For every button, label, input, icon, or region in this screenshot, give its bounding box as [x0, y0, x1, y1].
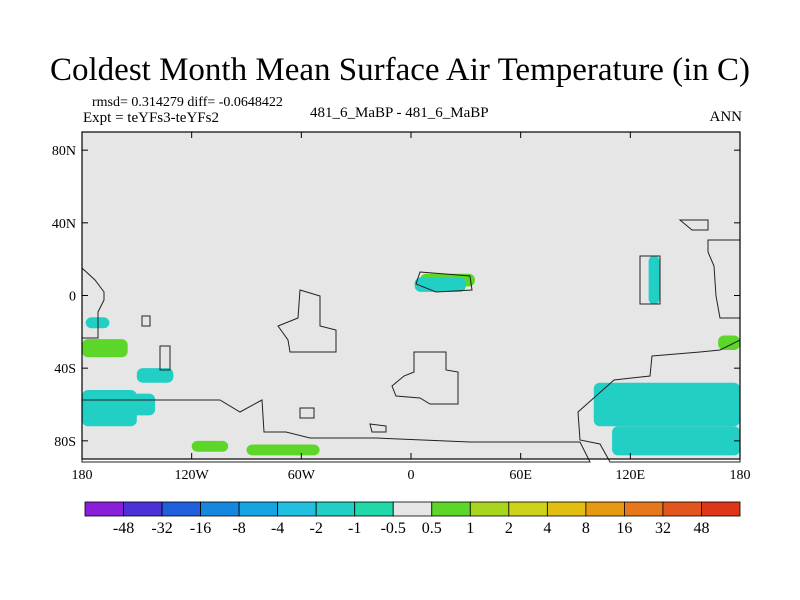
colorbar-label: 8 — [582, 520, 590, 537]
y-tick-label: 0 — [69, 290, 76, 305]
region-africa-cold — [414, 277, 466, 292]
chart-title: Coldest Month Mean Surface Air Temperatu… — [50, 52, 750, 88]
x-tick-label: 180 — [730, 468, 751, 483]
colorbar-label: 16 — [616, 520, 632, 537]
colorbar-swatch — [662, 501, 702, 517]
x-tick-label: 60E — [509, 468, 532, 483]
colorbar-swatch — [392, 501, 433, 517]
colorbar-swatch — [277, 501, 317, 517]
colorbar-label: 32 — [655, 520, 671, 537]
colorbar-label: -48 — [113, 520, 134, 537]
colorbar-label: 48 — [693, 520, 709, 537]
y-tick-label: 40N — [52, 217, 76, 232]
region-antarctic-warm-2 — [246, 444, 320, 456]
region-antarctic-warm-1 — [191, 440, 229, 452]
colorbar-swatch — [238, 501, 279, 517]
x-tick-label: 120W — [175, 468, 210, 483]
region-australia-warm — [718, 335, 740, 350]
x-tick-label: 60W — [288, 468, 316, 483]
y-axis: 80N 40N 0 40S 80S — [52, 144, 740, 450]
anomaly-regions — [82, 255, 740, 456]
colorbar-label: 4 — [543, 520, 551, 537]
colorbar-label: -32 — [151, 520, 172, 537]
colorbar-swatch — [701, 501, 741, 517]
colorbar-label: -2 — [310, 520, 323, 537]
region-pacific-island-warm — [82, 339, 128, 358]
region-south-pacific-west-2 — [82, 393, 156, 416]
colorbar-label: 2 — [505, 520, 513, 537]
x-tick-label: 180 — [72, 468, 93, 483]
colorbar-swatch — [546, 501, 587, 517]
colorbar-swatch — [469, 501, 510, 517]
season-label: ANN — [709, 109, 743, 125]
colorbar-label: -8 — [232, 520, 245, 537]
colorbar-swatch — [123, 501, 163, 517]
colorbar-swatch — [84, 501, 124, 517]
coastlines — [81, 219, 741, 463]
colorbar-swatch — [200, 501, 240, 517]
colorbar-swatch — [624, 501, 664, 517]
colorbar-label: -0.5 — [381, 520, 406, 537]
colorbar-label: -4 — [271, 520, 284, 537]
colorbar-swatch — [585, 501, 625, 517]
colorbar-swatch — [508, 501, 548, 517]
region-asia-column — [648, 255, 660, 305]
y-tick-label: 80S — [54, 435, 76, 450]
region-pacific-cold-small-2 — [136, 368, 174, 383]
colorbar: -48 -32 -16 -8 -4 -2 -1 -0.5 0.5 1 2 4 8 16 32 48 — [84, 501, 741, 537]
x-axis: 180 120W 60W 0 60E 120E 180 — [72, 132, 751, 483]
colorbar-swatch — [431, 501, 471, 517]
x-tick-label: 0 — [408, 468, 415, 483]
experiment-label: Expt = teYFs3-teYFs2 — [83, 110, 219, 126]
colorbar-swatch — [315, 501, 356, 517]
colorbar-label: 1 — [466, 520, 474, 537]
colorbar-swatch — [354, 501, 394, 517]
colorbar-label: 0.5 — [422, 520, 442, 537]
region-southern-ocean-east-2 — [612, 426, 740, 456]
region-southern-ocean-east — [593, 382, 740, 427]
period-label: 481_6_MaBP - 481_6_MaBP — [310, 105, 489, 121]
x-tick-label: 120E — [616, 468, 646, 483]
colorbar-label: -16 — [190, 520, 211, 537]
colorbar-swatch — [161, 501, 201, 517]
y-tick-label: 40S — [54, 362, 76, 377]
colorbar-label: -1 — [348, 520, 361, 537]
y-tick-label: 80N — [52, 144, 76, 159]
rmsd-diff-label: rmsd= 0.314279 diff= -0.0648422 — [92, 95, 283, 110]
